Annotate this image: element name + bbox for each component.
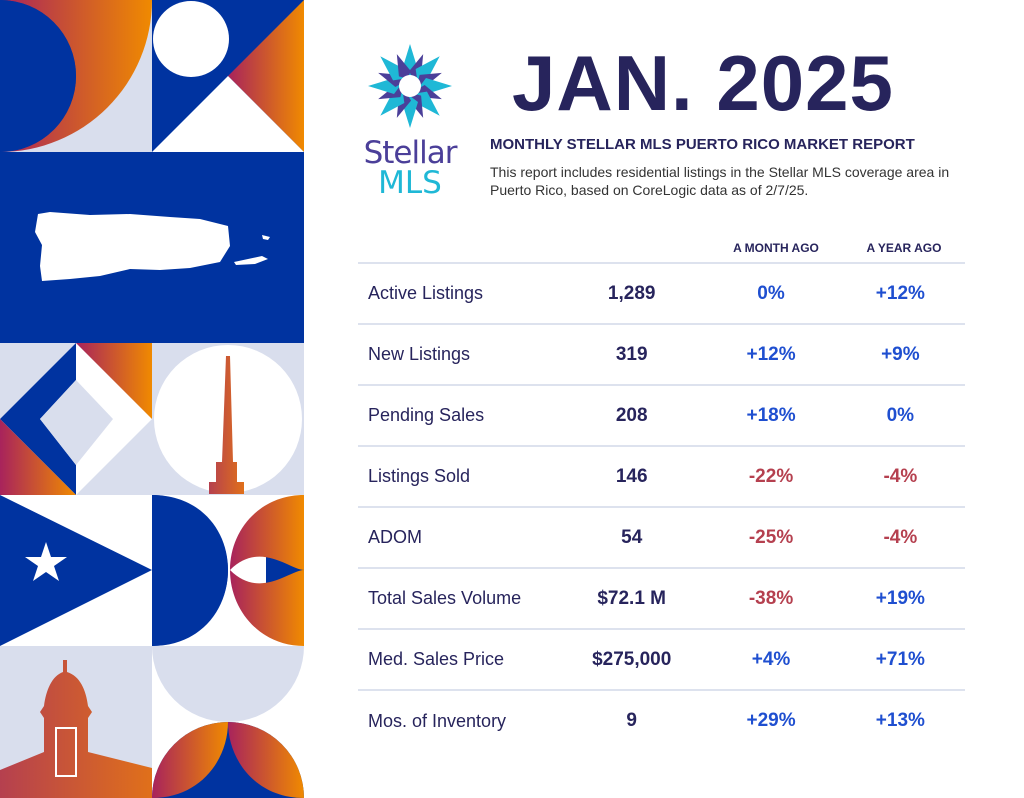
table-row: Mos. of Inventory 9 +29% +13%: [358, 690, 965, 751]
obelisk: [209, 356, 244, 494]
year-change: -4%: [883, 465, 918, 487]
table-row: Listings Sold 146 -22% -4%: [358, 446, 965, 507]
metric-label: New Listings: [368, 344, 471, 364]
metric-value: $275,000: [592, 648, 672, 670]
metric-value: 9: [626, 710, 637, 731]
market-stats-table: Active Listings 1,289 0% +12% New Listing…: [358, 262, 965, 751]
table-row: Med. Sales Price $275,000 +4% +71%: [358, 629, 965, 690]
metric-label: Active Listings: [368, 283, 484, 303]
metric-value: 1,289: [607, 282, 656, 304]
year-change: +19%: [875, 587, 925, 609]
year-change: +71%: [875, 648, 925, 670]
metric-label: Total Sales Volume: [368, 588, 522, 608]
stellar-mls-logo: Stellar MLS: [360, 42, 460, 201]
metric-value: $72.1 M: [597, 587, 667, 609]
puerto-rico-map: [35, 212, 230, 281]
metric-label: Mos. of Inventory: [368, 710, 507, 731]
decorative-art-panel: [0, 0, 304, 798]
metric-label: ADOM: [368, 527, 422, 547]
report-description: This report includes residential listing…: [490, 164, 950, 198]
star-icon: [25, 542, 67, 581]
table-row: ADOM 54 -25% -4%: [358, 507, 965, 568]
table-row: New Listings 319 +12% +9%: [358, 324, 965, 385]
table-row: Pending Sales 208 +18% 0%: [358, 385, 965, 446]
table-row: Total Sales Volume $72.1 M -38% +19%: [358, 568, 965, 629]
month-change: +12%: [746, 343, 796, 365]
metric-value: 54: [621, 526, 643, 548]
metric-label: Med. Sales Price: [368, 649, 505, 669]
table-row: Active Listings 1,289 0% +12%: [358, 263, 965, 324]
month-change: -38%: [748, 587, 794, 609]
year-change: +13%: [875, 710, 925, 731]
year-change: -4%: [883, 526, 918, 548]
year-change: +9%: [881, 343, 920, 365]
month-change: +29%: [746, 710, 796, 731]
report-month-title: JAN. 2025: [512, 39, 894, 127]
metric-value: 208: [615, 404, 648, 426]
metric-label: Pending Sales: [368, 405, 485, 425]
stellar-star-icon: [366, 42, 454, 130]
month-change: 0%: [757, 282, 785, 304]
logo-word-stellar: Stellar: [363, 135, 458, 171]
month-change: +4%: [751, 648, 791, 670]
month-change: -25%: [748, 526, 794, 548]
metric-value: 146: [615, 465, 648, 487]
month-change: -22%: [748, 465, 794, 487]
year-change: 0%: [886, 404, 915, 426]
metric-label: Listings Sold: [368, 466, 471, 486]
column-header-year-ago: A YEAR AGO: [866, 241, 942, 255]
column-header-month-ago: A MONTH AGO: [733, 241, 819, 255]
logo-word-mls: MLS: [378, 165, 442, 201]
year-change: +12%: [875, 282, 925, 304]
month-change: +18%: [746, 404, 796, 426]
sun-circle: [153, 1, 229, 77]
metric-value: 319: [615, 343, 648, 365]
report-subtitle: MONTHLY STELLAR MLS PUERTO RICO MARKET R…: [490, 136, 915, 153]
